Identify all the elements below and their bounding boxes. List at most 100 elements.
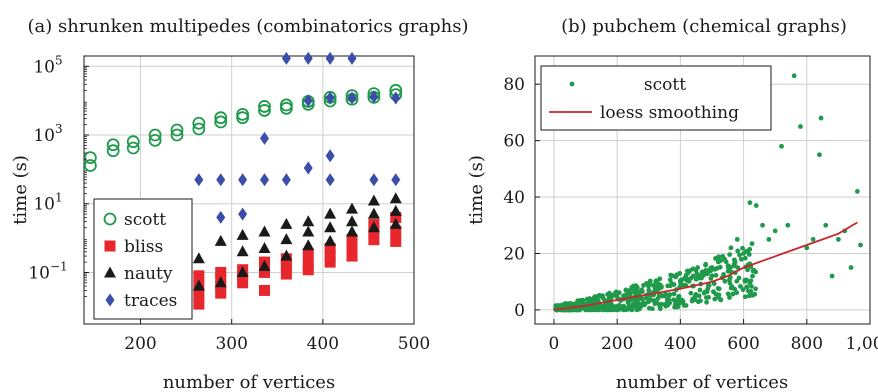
nauty-point [280,217,293,229]
x-tick-label: 400 [664,334,696,354]
scott-point [704,299,709,305]
scott-point [737,252,742,258]
scott-point [835,236,841,242]
y-tick-label: 0 [514,301,525,321]
scott-point [747,246,753,252]
scott-point [621,307,627,313]
nauty-point [236,245,249,257]
bliss-point [193,270,205,282]
chart-b-y-ticks: 0 20 40 60 80 [503,75,540,321]
traces-point [325,149,335,163]
scott-point [592,307,598,312]
bliss-point [324,250,336,262]
x-tick-label: 800 [791,334,823,354]
legend-traces-marker [105,293,115,307]
scott-point [657,276,663,282]
legend-scott-marker [569,81,575,87]
scott-point [725,268,731,274]
scott-point [126,141,140,155]
scott-point [772,228,778,234]
nauty-point [214,276,227,288]
scott-point [170,128,184,142]
scott-point [674,304,680,310]
scott-point [671,291,677,297]
scott-point [634,285,640,290]
scott-point [663,291,669,297]
scott-point [823,222,829,228]
chart-a-y-ticks: 105 103 101 10−1 [28,53,89,297]
nauty-point [346,202,359,214]
scott-point [746,293,752,299]
scott-point [791,73,797,79]
x-tick-label: 0 [549,334,560,354]
scott-point [858,242,863,248]
scott-point [148,128,162,142]
nauty-point [367,194,380,206]
scott-point [804,245,810,251]
scott-point [258,100,271,113]
chart-a-y-label: time (s) [10,155,31,225]
bliss-point [215,287,227,299]
bliss-point [368,234,380,246]
chart-a-legend: scott bliss nauty traces [93,198,193,320]
scott-point [725,263,731,269]
scott-point [681,303,687,308]
traces-point [194,173,204,187]
scott-point [722,278,728,284]
scott-point [734,290,740,296]
scott-point [711,281,717,287]
bliss-point [280,268,292,280]
scott-point [854,189,860,194]
chart-b: (b) pubchem (chemical graphs) 0 200 400 600… [466,16,878,392]
nauty-point [302,239,315,251]
chart-a-x-label: number of vertices [163,372,335,392]
traces-point [347,91,357,105]
traces-point [281,51,291,65]
chart-a-points [83,51,403,310]
scott-point [646,305,652,311]
x-tick-label: 500 [398,334,430,354]
scott-point [659,284,664,290]
bliss-point [237,277,249,289]
scott-point [214,111,228,125]
legend-scott-label: scott [644,75,686,95]
bliss-point [193,290,205,302]
x-tick-label: 1,000 [846,334,878,354]
scott-point [629,302,635,308]
scott-point [634,305,640,311]
loess-smoothing-line [553,221,858,311]
scott-point [664,301,670,306]
traces-point [303,94,313,108]
legend-bliss-label: bliss [124,237,163,257]
scott-point [751,267,757,273]
scott-point [829,273,835,279]
scott-point [610,307,616,313]
traces-point [325,91,335,105]
y-tick-label: 105 [33,53,62,77]
chart-b-title: (b) pubchem (chemical graphs) [561,16,847,37]
traces-point [259,131,269,145]
scott-point [621,293,626,299]
scott-point [753,203,759,208]
nauty-point [367,207,380,219]
scott-point [725,291,731,297]
y-tick-label: 101 [33,191,62,215]
scott-point [744,284,750,290]
scott-point [730,291,736,297]
scott-point [818,115,824,121]
traces-point [325,173,335,187]
scott-point [646,287,652,293]
scott-point [667,277,673,283]
scott-point [677,271,683,276]
legend-scott-label: scott [124,210,166,230]
scott-point [779,143,784,149]
scott-point [625,299,631,305]
scott-point [688,290,694,296]
traces-point [238,173,248,187]
chart-b-plot-frame [534,55,871,325]
scott-point [705,282,711,288]
bliss-point [302,264,314,276]
scott-point [654,300,660,306]
scott-point [749,241,755,247]
bliss-point [390,235,402,247]
